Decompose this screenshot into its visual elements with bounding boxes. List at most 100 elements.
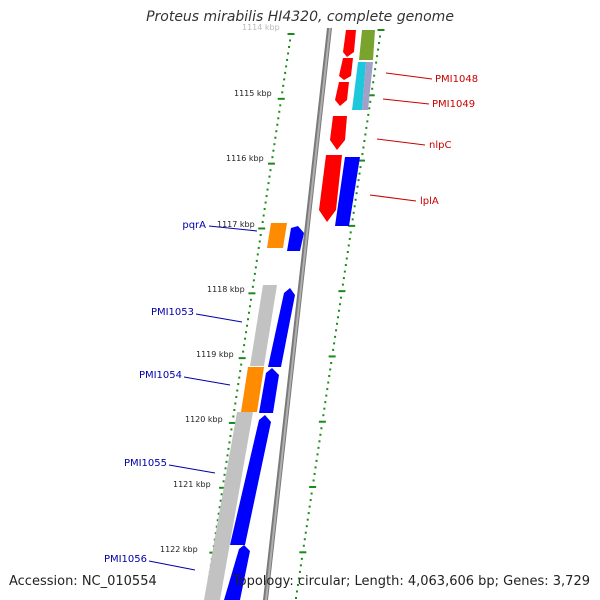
minor-tick xyxy=(279,104,282,107)
major-tick xyxy=(338,290,346,293)
leader-nlpC xyxy=(376,138,426,146)
minor-tick xyxy=(337,316,340,319)
minor-tick xyxy=(248,305,251,308)
minor-tick xyxy=(236,389,239,392)
minor-tick xyxy=(314,466,317,469)
minor-tick xyxy=(343,270,346,273)
minor-tick xyxy=(333,342,336,345)
gene-label-PMI1054: PMI1054 xyxy=(139,370,182,381)
leader-PMI1048 xyxy=(385,72,433,80)
minor-tick xyxy=(349,231,352,234)
minor-tick xyxy=(262,214,265,217)
minor-tick xyxy=(310,492,313,495)
minor-tick xyxy=(338,303,341,306)
minor-tick xyxy=(263,208,266,211)
feature-red-1 xyxy=(343,30,356,57)
minor-tick xyxy=(354,198,357,201)
minor-tick xyxy=(251,285,254,288)
gene-label-PMI1056: PMI1056 xyxy=(104,554,147,565)
minor-tick xyxy=(215,525,218,528)
minor-tick xyxy=(234,402,237,405)
feature-orange-pqrA xyxy=(267,223,287,248)
minor-tick xyxy=(334,335,337,338)
feature-blue-pqrA xyxy=(287,226,304,251)
minor-tick xyxy=(239,370,242,373)
minor-tick xyxy=(265,195,268,198)
gene-label-PMI1049: PMI1049 xyxy=(432,99,475,110)
outer-tick-ring xyxy=(295,29,385,599)
feature-grey-band-1 xyxy=(250,285,277,366)
minor-tick xyxy=(322,414,325,417)
feature-grey-1 xyxy=(362,62,373,110)
feature-cyan xyxy=(352,62,366,110)
minor-tick xyxy=(242,350,245,353)
accession-text: Accession: NC_010554 xyxy=(9,574,157,589)
minor-tick xyxy=(216,519,219,522)
minor-tick xyxy=(351,218,354,221)
minor-tick xyxy=(282,84,285,87)
feature-grey-band-2 xyxy=(204,412,253,600)
minor-tick xyxy=(337,309,340,312)
leader-lplA xyxy=(369,194,417,202)
minor-tick xyxy=(222,480,225,483)
map-title: Proteus mirabilis HI4320, complete genom… xyxy=(146,9,454,25)
major-tick xyxy=(367,94,375,97)
feature-blue-PMI1055 xyxy=(230,415,271,545)
minor-tick xyxy=(230,428,233,431)
major-tick xyxy=(248,292,256,295)
minor-tick xyxy=(277,117,280,120)
minor-tick xyxy=(289,39,292,42)
minor-tick xyxy=(288,45,291,48)
minor-tick xyxy=(295,597,297,599)
minor-tick xyxy=(254,266,257,269)
minor-tick xyxy=(339,296,342,299)
major-tick xyxy=(348,224,356,227)
minor-tick xyxy=(233,409,236,411)
major-tick xyxy=(299,551,307,554)
minor-tick xyxy=(317,446,320,449)
minor-tick xyxy=(329,368,332,371)
minor-tick xyxy=(318,440,321,443)
minor-tick xyxy=(245,331,248,334)
gene-label-pqrA: pqrA xyxy=(182,220,206,231)
minor-tick xyxy=(275,130,278,133)
minor-tick xyxy=(346,250,349,253)
leader-PMI1056 xyxy=(148,560,196,571)
minor-tick xyxy=(268,175,271,178)
minor-tick xyxy=(302,544,305,547)
minor-tick xyxy=(257,246,260,249)
minor-tick xyxy=(274,136,277,139)
minor-tick xyxy=(303,538,306,541)
minor-tick xyxy=(285,65,288,68)
minor-tick xyxy=(372,81,375,84)
leader-PMI1054 xyxy=(183,376,231,386)
minor-tick xyxy=(246,324,249,327)
kbp-label: 1115 kbp xyxy=(234,89,272,98)
minor-tick xyxy=(273,143,276,146)
kbp-label: 1116 kbp xyxy=(226,154,264,163)
minor-tick xyxy=(369,100,372,103)
minor-tick xyxy=(362,146,365,149)
minor-tick xyxy=(229,434,232,437)
minor-tick xyxy=(359,166,362,169)
minor-tick xyxy=(312,479,315,482)
minor-tick xyxy=(299,564,302,567)
major-tick xyxy=(258,227,266,230)
minor-tick xyxy=(304,531,307,534)
gene-label-nlpC: nlpC xyxy=(429,140,451,151)
minor-tick xyxy=(255,259,258,262)
minor-tick xyxy=(252,279,255,282)
minor-tick xyxy=(368,107,371,110)
major-tick xyxy=(328,355,336,358)
minor-tick xyxy=(220,493,223,496)
minor-tick xyxy=(308,505,311,508)
feature-red-lplA xyxy=(319,155,342,222)
kbp-label: 1114 kbp xyxy=(242,23,280,32)
minor-tick xyxy=(378,42,381,45)
minor-tick xyxy=(235,396,238,399)
minor-tick xyxy=(326,388,329,391)
feature-blue-PMI1053 xyxy=(268,288,295,367)
major-tick xyxy=(357,159,365,162)
minor-tick xyxy=(227,447,230,450)
minor-tick xyxy=(249,298,252,301)
